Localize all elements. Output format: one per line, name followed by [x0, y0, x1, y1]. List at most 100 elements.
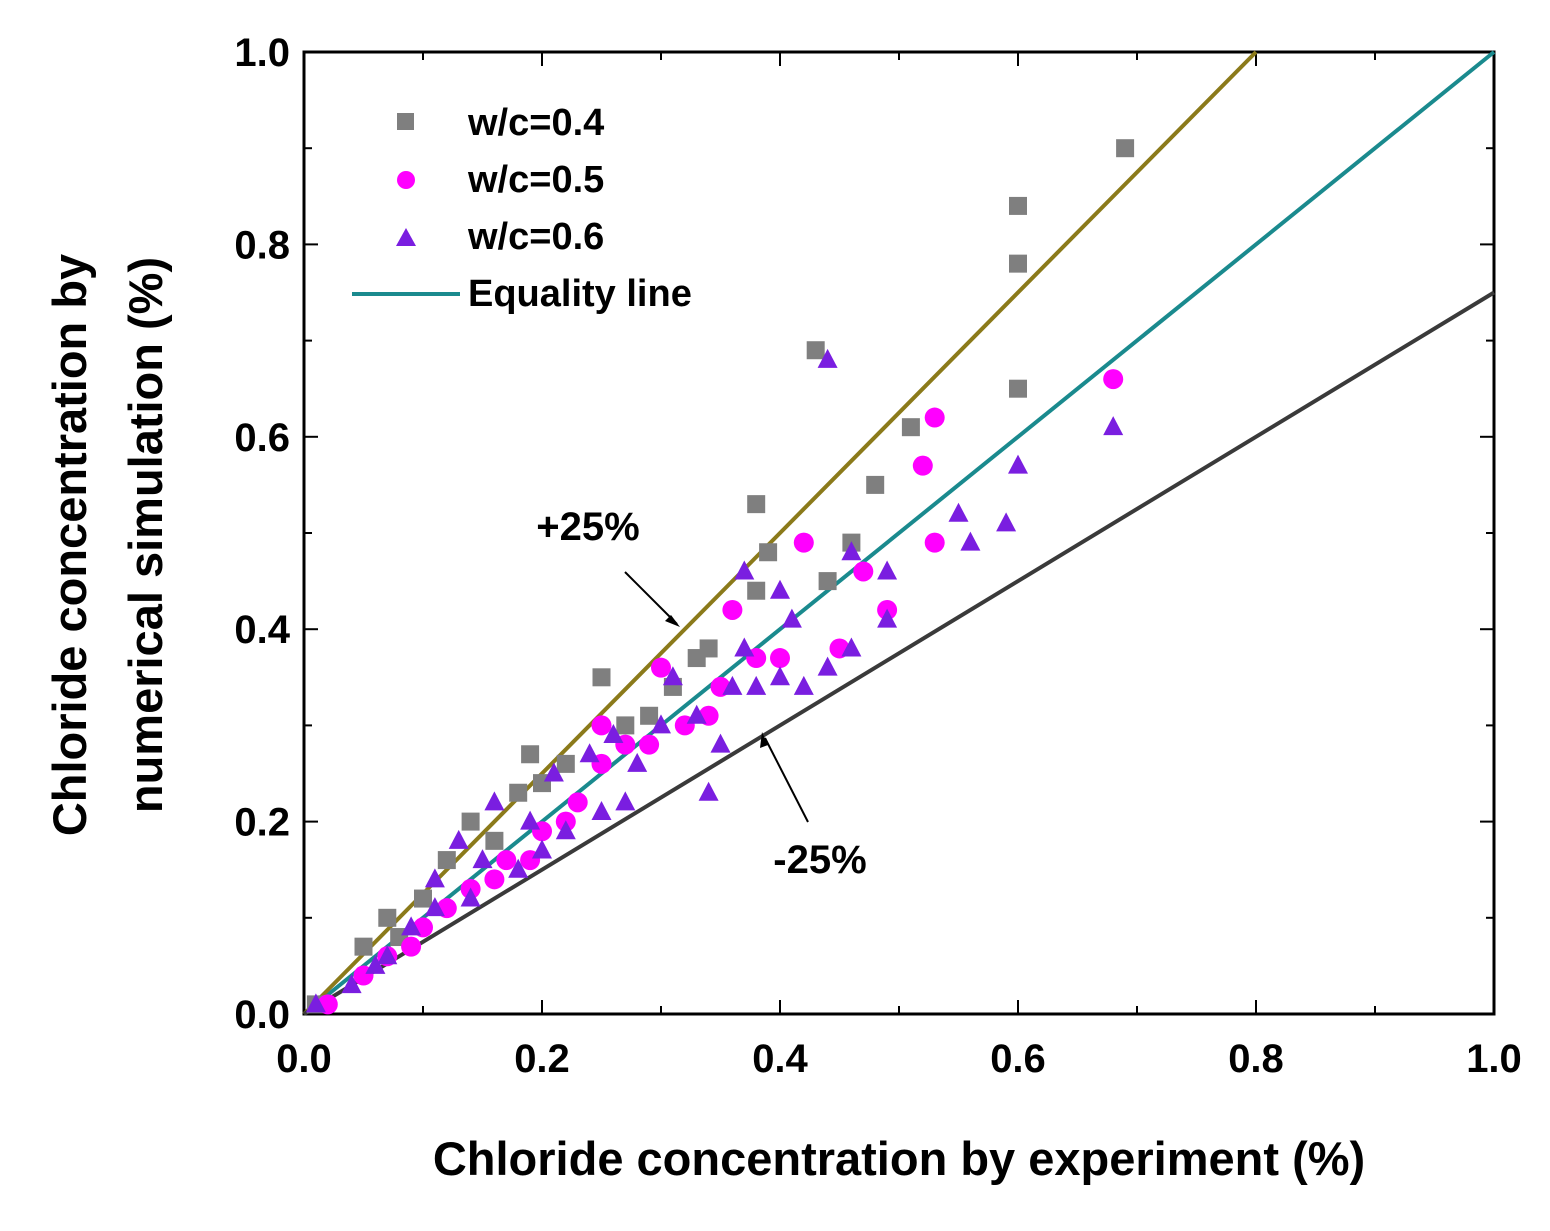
legend-marker-circle [397, 171, 415, 189]
point-wc-0-6 [841, 637, 862, 657]
point-wc-0-4 [1009, 379, 1027, 398]
point-wc-0-6 [651, 714, 671, 734]
point-wc-0-6 [1008, 454, 1028, 474]
annotation-minus25-arrowhead [760, 732, 768, 748]
point-wc-0-5 [793, 532, 814, 553]
point-wc-0-4 [485, 831, 504, 850]
point-wc-0-4 [866, 475, 885, 494]
point-wc-0-6 [508, 858, 529, 878]
annotation-plus25-label: +25% [536, 505, 639, 549]
point-wc-0-6 [448, 829, 469, 849]
point-wc-0-4 [592, 668, 611, 687]
point-wc-0-4 [616, 716, 635, 735]
point-wc-0-6 [770, 579, 790, 599]
legend-marker-triangle [396, 228, 416, 246]
point-wc-0-5 [401, 936, 422, 957]
point-wc-0-5 [496, 850, 517, 871]
point-wc-0-6 [603, 724, 624, 744]
point-wc-0-6 [365, 954, 386, 974]
point-wc-0-4 [437, 851, 456, 870]
point-wc-0-6 [734, 560, 755, 580]
point-wc-0-6 [591, 800, 612, 820]
point-wc-0-4 [1009, 254, 1027, 273]
legend-label: w/c=0.4 [467, 102, 604, 144]
point-wc-0-6 [472, 849, 493, 869]
point-wc-0-4 [354, 937, 373, 956]
point-wc-0-6 [484, 791, 505, 811]
point-wc-0-6 [793, 675, 814, 695]
point-wc-0-6 [424, 897, 445, 917]
point-wc-0-6 [579, 743, 600, 763]
point-wc-0-4 [556, 754, 575, 773]
annotation-plus25-arrowhead [665, 615, 680, 627]
point-wc-0-5 [639, 734, 660, 755]
point-wc-0-4 [1116, 139, 1135, 158]
point-wc-0-5 [591, 715, 612, 736]
x-tick-label: 0.8 [1228, 1037, 1284, 1081]
x-tick-label: 0.0 [276, 1037, 332, 1081]
point-wc-0-6 [877, 560, 898, 580]
data-points [305, 139, 1135, 1015]
annotation-plus25-arrow [624, 571, 678, 625]
point-wc-0-5 [912, 455, 933, 476]
point-wc-0-5 [722, 599, 743, 620]
point-wc-0-5 [1103, 369, 1124, 390]
point-wc-0-6 [686, 704, 707, 724]
x-axis-title: Chloride concentration by experiment (%) [433, 1132, 1365, 1185]
point-wc-0-6 [817, 348, 838, 368]
point-wc-0-6 [615, 791, 636, 811]
x-tick-label: 1.0 [1466, 1037, 1522, 1081]
point-wc-0-5 [924, 407, 945, 428]
point-wc-0-6 [543, 762, 564, 782]
point-wc-0-6 [734, 637, 755, 657]
point-wc-0-6 [877, 608, 898, 628]
point-wc-0-4 [747, 495, 766, 514]
x-tick-label: 0.2 [514, 1037, 570, 1081]
y-tick-label: 1.0 [234, 31, 290, 75]
point-wc-0-6 [460, 887, 481, 907]
y-tick-label: 0.2 [234, 801, 290, 845]
annotation-minus25-label: -25% [773, 838, 866, 882]
point-wc-0-4 [378, 908, 397, 927]
annotation-plus25: +25% [536, 505, 680, 627]
point-wc-0-6 [770, 666, 790, 686]
point-wc-0-6 [698, 781, 719, 801]
legend-label: Equality line [468, 273, 692, 315]
point-wc-0-4 [461, 812, 480, 831]
point-wc-0-6 [960, 531, 981, 551]
point-wc-0-6 [841, 541, 862, 561]
point-wc-0-6 [781, 608, 802, 628]
point-wc-0-5 [853, 561, 874, 582]
annotation-minus25-arrow [764, 737, 809, 823]
point-wc-0-6 [424, 868, 445, 888]
legend-marker-square [397, 113, 414, 130]
point-wc-0-6 [555, 820, 576, 840]
point-wc-0-4 [747, 581, 766, 600]
legend-label: w/c=0.6 [467, 216, 604, 258]
point-wc-0-5 [770, 648, 790, 669]
legend-label: w/c=0.5 [467, 159, 604, 201]
point-wc-0-6 [305, 993, 326, 1013]
y-tick-label: 0.4 [234, 608, 290, 652]
y-tick-label: 0.8 [234, 223, 290, 267]
point-wc-0-4 [818, 572, 837, 591]
point-wc-0-4 [521, 745, 540, 764]
legend: w/c=0.4 w/c=0.5 w/c=0.6 Equality line [352, 102, 692, 315]
point-wc-0-4 [699, 639, 718, 658]
x-tick-label: 0.4 [752, 1037, 808, 1081]
point-wc-0-6 [996, 512, 1017, 532]
point-wc-0-4 [509, 783, 528, 802]
point-wc-0-5 [484, 869, 505, 890]
point-wc-0-4 [901, 418, 920, 437]
point-wc-0-4 [759, 543, 778, 562]
x-tick-label: 0.6 [990, 1037, 1046, 1081]
point-wc-0-6 [722, 675, 743, 695]
ref-line-25 [302, 50, 1258, 1016]
y-axis-title-line1: Chloride concentration by [43, 254, 96, 836]
point-wc-0-6 [341, 974, 362, 994]
point-wc-0-5 [924, 532, 945, 553]
point-wc-0-6 [520, 810, 541, 830]
point-wc-0-6 [817, 656, 838, 676]
annotation-minus25: -25% [760, 732, 867, 882]
